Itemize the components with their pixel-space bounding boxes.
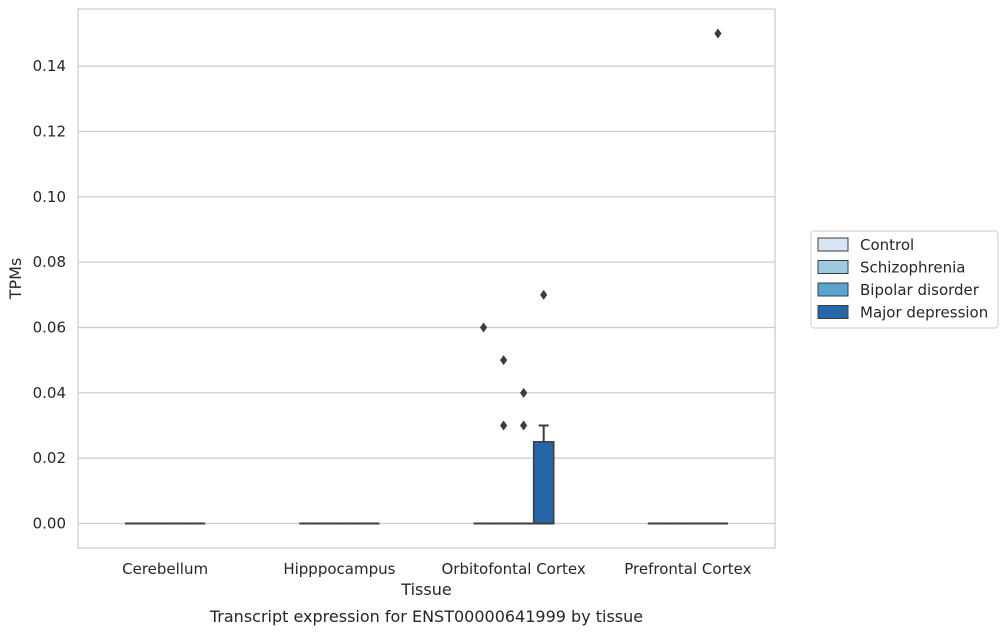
legend-frame [810, 230, 999, 329]
legend-swatch [817, 305, 849, 319]
y-axis-label: TPMs [6, 258, 25, 301]
legend-swatch [817, 282, 849, 297]
outlier-point [520, 420, 528, 431]
legend-swatch [817, 237, 849, 252]
x-tick-label: Cerebellum [122, 560, 208, 578]
plot-area-frame [77, 8, 776, 549]
x-tick-label: Prefrontal Cortex [624, 560, 751, 578]
x-axis: Cerebellum Hipppocampus Orbitofontal Corte… [122, 560, 751, 578]
y-tick-label: 0.12 [33, 123, 66, 141]
legend-label: Major depression [860, 304, 988, 322]
outlier-point [520, 387, 528, 398]
legend-swatch [817, 260, 849, 274]
y-tick-label: 0.06 [33, 319, 66, 337]
y-tick-label: 0.14 [33, 57, 66, 75]
x-axis-label: Tissue [400, 580, 451, 599]
grid-lines [78, 65, 775, 525]
x-tick-label: Orbitofontal Cortex [442, 560, 586, 578]
chart-caption: Transcript expression for ENST0000064199… [209, 607, 643, 626]
legend-label: Bipolar disorder [860, 281, 980, 299]
y-tick-label: 0.02 [33, 449, 66, 467]
outlier-point [540, 289, 548, 300]
outlier-point [500, 420, 508, 431]
outlier-point [714, 28, 722, 39]
boxes-layer [125, 28, 728, 525]
legend-label: Control [860, 236, 914, 254]
y-tick-label: 0.00 [33, 515, 66, 533]
y-tick-label: 0.04 [33, 384, 66, 402]
outlier-point [500, 355, 508, 366]
legend-label: Schizophrenia [860, 259, 965, 277]
x-tick-label: Hipppocampus [283, 560, 395, 578]
outlier-point [479, 322, 488, 333]
y-axis: 0.00 0.02 0.04 0.06 0.08 0.10 0.12 0.14 [33, 57, 66, 532]
legend: Control Schizophrenia Bipolar disorder Majo… [810, 230, 999, 329]
y-tick-label: 0.08 [33, 253, 66, 271]
box [532, 441, 555, 525]
y-tick-label: 0.10 [33, 188, 66, 206]
